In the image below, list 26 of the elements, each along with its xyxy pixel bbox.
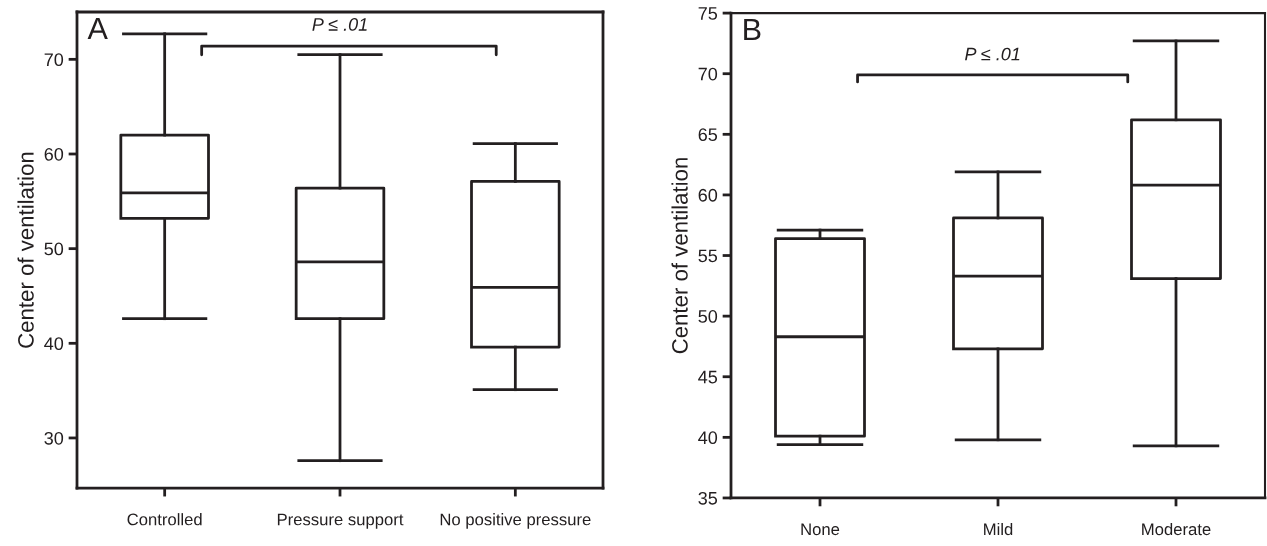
x-tick-label: Controlled [127, 513, 202, 526]
annotation: B [744, 19, 761, 41]
x-tick-label: No positive pressure [440, 513, 591, 529]
y-tick-label: 40 [698, 431, 718, 445]
y-tick-label: 40 [44, 337, 64, 351]
y-tick-label: 55 [698, 249, 718, 263]
annotation: P ≤ .01 [312, 18, 367, 31]
y-axis-title: Center of ventilation [671, 158, 688, 354]
y-tick-label: 60 [44, 147, 64, 161]
x-tick-label: Moderate [1142, 522, 1211, 536]
annotation: P ≤ .01 [965, 47, 1020, 61]
y-tick-label: 75 [698, 7, 718, 20]
x-tick-label: Mild [984, 522, 1013, 536]
x-tick-label: Pressure support [277, 513, 404, 529]
y-tick-label: 70 [698, 67, 718, 81]
y-tick-label: 45 [698, 370, 718, 384]
y-tick-label: 50 [698, 310, 718, 323]
annotation: A [87, 17, 108, 39]
y-tick-label: 65 [698, 128, 718, 142]
y-axis-title: Center of ventilation [17, 152, 34, 348]
y-tick-label: 60 [698, 188, 718, 202]
x-tick-label: None [801, 523, 840, 536]
y-tick-label: 35 [698, 491, 718, 505]
y-tick-label: 70 [44, 53, 64, 67]
y-tick-label: 50 [44, 242, 64, 256]
y-tick-label: 30 [44, 431, 64, 445]
